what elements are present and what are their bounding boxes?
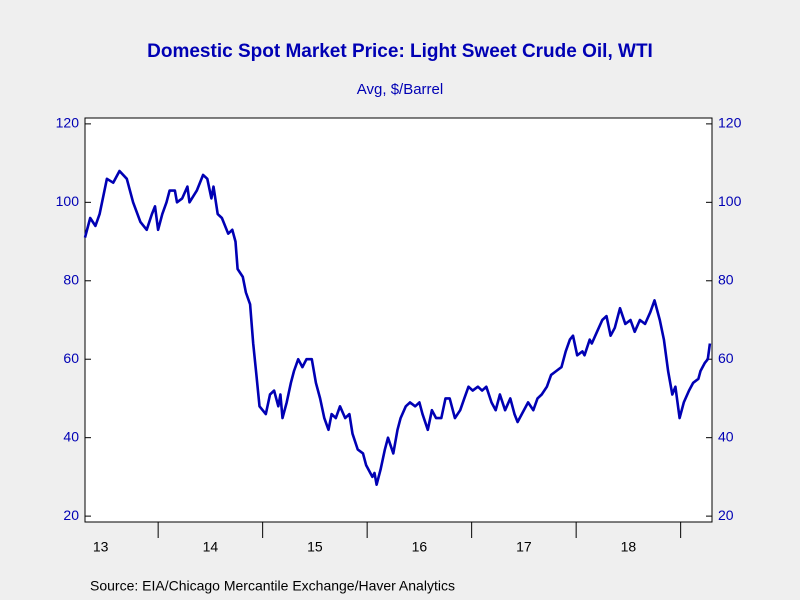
y-tick-label: 100 — [56, 193, 80, 209]
y2-tick-label: 40 — [718, 428, 734, 444]
y-tick-label: 80 — [63, 271, 79, 287]
chart-title: Domestic Spot Market Price: Light Sweet … — [147, 41, 653, 62]
x-tick-label: 15 — [307, 539, 323, 555]
source-note: Source: EIA/Chicago Mercantile Exchange/… — [90, 578, 455, 594]
x-tick-label: 17 — [516, 539, 532, 555]
y2-tick-label: 80 — [718, 271, 734, 287]
y2-tick-label: 60 — [718, 350, 734, 366]
y2-tick-label: 20 — [718, 507, 734, 523]
data-line — [83, 169, 712, 486]
y2-tick-label: 100 — [718, 193, 742, 209]
y-tick-label: 40 — [63, 428, 79, 444]
x-tick-label: 18 — [621, 539, 637, 555]
x-tick-label: 13 — [93, 539, 109, 555]
y-tick-label: 120 — [56, 115, 80, 131]
y-tick-label: 60 — [63, 350, 79, 366]
chart-subtitle: Avg, $/Barrel — [357, 81, 443, 98]
y2-tick-label: 120 — [718, 115, 742, 131]
y-tick-label: 20 — [63, 507, 79, 523]
x-tick-label: 16 — [412, 539, 428, 555]
x-tick-label: 14 — [203, 539, 219, 555]
